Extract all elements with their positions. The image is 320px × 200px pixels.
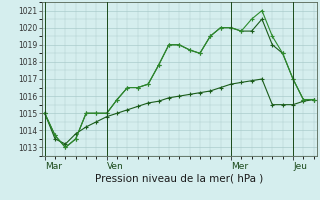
X-axis label: Pression niveau de la mer( hPa ): Pression niveau de la mer( hPa ) — [95, 173, 263, 183]
